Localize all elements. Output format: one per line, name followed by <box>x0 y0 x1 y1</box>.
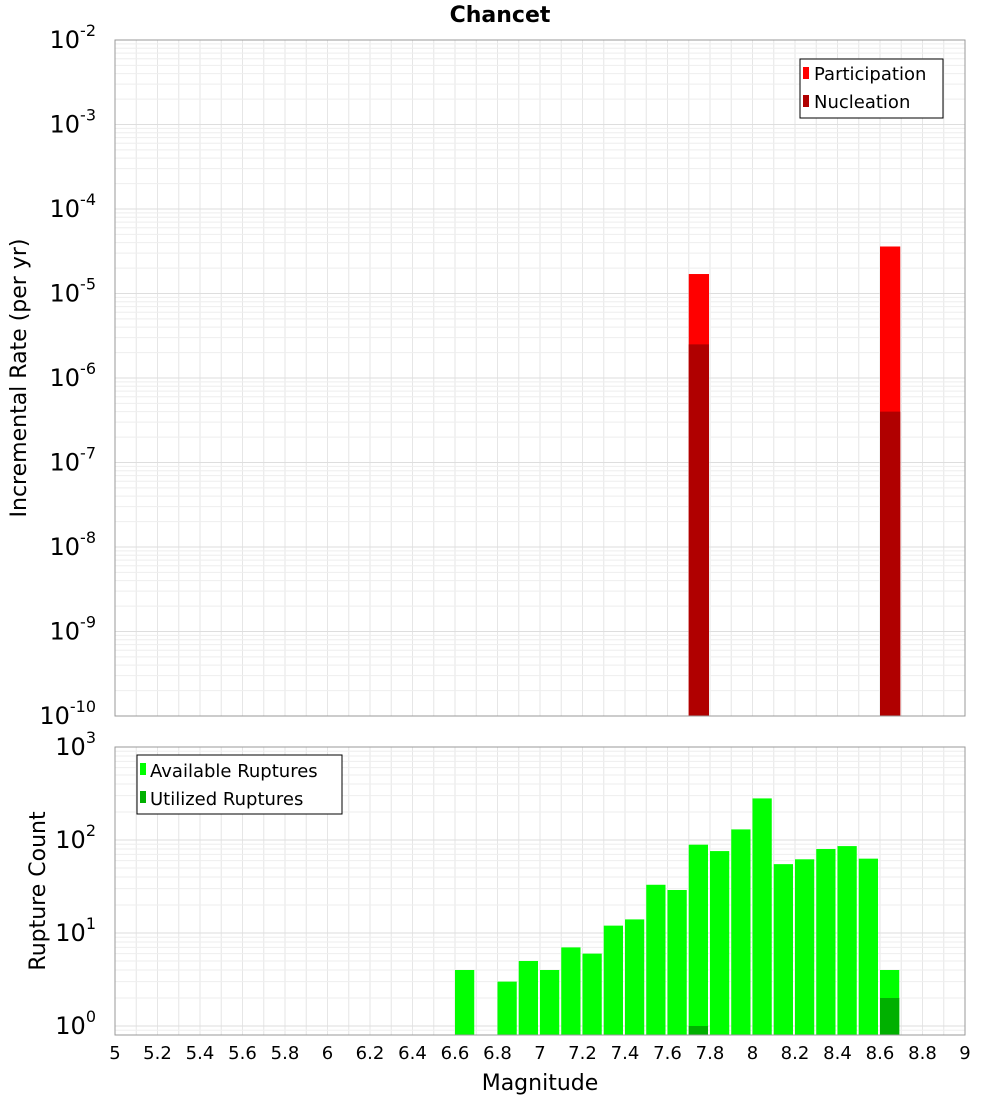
bar-available-ruptures-7.05 <box>540 969 560 1035</box>
top-legend-box <box>799 58 944 119</box>
bottom-legend-box <box>136 754 343 815</box>
legend-swatch-participation <box>803 67 809 79</box>
bottom-y-tick-label: 100 <box>55 1007 96 1040</box>
x-tick-label: 7.2 <box>568 1043 597 1064</box>
x-tick-label: 8.2 <box>781 1043 810 1064</box>
top-bars <box>688 246 901 716</box>
bottom-legend: Available Ruptures Utilized Ruptures <box>136 754 343 815</box>
bar-available-ruptures-8.15 <box>773 864 793 1035</box>
top-y-tick-label: 10-5 <box>50 275 97 308</box>
legend-label-utilized: Utilized Ruptures <box>150 789 303 810</box>
bottom-bars <box>455 798 900 1035</box>
x-tick-label: 5 <box>109 1043 120 1064</box>
bar-available-ruptures-7.95 <box>731 829 751 1035</box>
x-tick-label: 6.4 <box>398 1043 427 1064</box>
top-y-tick-label: 10-2 <box>50 21 97 54</box>
top-gridlines <box>114 39 966 717</box>
bar-nucleation-7.75 <box>688 344 709 716</box>
bar-available-ruptures-7.35 <box>603 925 623 1035</box>
legend-swatch-utilized <box>140 791 146 803</box>
bar-available-ruptures-8.55 <box>858 858 878 1035</box>
top-y-tick-labels: 10-10 10-9 10-8 10-7 10-6 10-5 10-4 10-3 10-2 <box>39 21 96 730</box>
bar-nucleation-8.65 <box>880 411 901 716</box>
x-tick-label: 7.6 <box>653 1043 682 1064</box>
x-tick-label: 5.2 <box>143 1043 172 1064</box>
bar-available-ruptures-8.05 <box>752 798 772 1035</box>
bar-utilized-ruptures-8.65 <box>880 997 900 1035</box>
x-tick-label: 9 <box>959 1043 970 1064</box>
top-y-tick-label: 10-3 <box>50 106 97 139</box>
x-tick-label: 7.8 <box>696 1043 725 1064</box>
x-tick-label: 6 <box>322 1043 333 1064</box>
bar-available-ruptures-6.95 <box>518 960 538 1035</box>
bottom-y-tick-labels: 100 101 102 103 <box>55 728 96 1040</box>
top-legend: Participation Nucleation <box>799 58 944 119</box>
bottom-y-tick-label: 102 <box>55 821 96 854</box>
bottom-y-axis-label: Rupture Count <box>26 811 51 971</box>
bar-available-ruptures-8.35 <box>816 849 836 1035</box>
top-y-tick-label: 10-7 <box>50 444 97 477</box>
legend-label-available: Available Ruptures <box>150 761 318 782</box>
bar-utilized-ruptures-7.75 <box>688 1025 708 1035</box>
x-tick-labels: 5 5.2 5.4 5.6 5.8 6 6.2 6.4 6.6 6.8 7 7.2 7.4 7.6 7.8 8… <box>109 1043 970 1064</box>
bottom-plot-border <box>114 746 966 1036</box>
top-y-tick-label: 10-8 <box>50 528 97 561</box>
bottom-y-tick-label: 103 <box>55 728 96 761</box>
bar-available-ruptures-8.45 <box>837 846 857 1035</box>
x-tick-label: 6.8 <box>483 1043 512 1064</box>
top-y-tick-label: 10-10 <box>39 697 96 730</box>
bar-available-ruptures-7.15 <box>561 947 581 1035</box>
bar-available-ruptures-7.25 <box>582 953 602 1035</box>
bar-available-ruptures-7.85 <box>710 851 730 1035</box>
bar-available-ruptures-7.65 <box>667 889 687 1035</box>
top-y-axis-label: Incremental Rate (per yr) <box>7 239 32 518</box>
top-y-tick-label: 10-9 <box>50 613 97 646</box>
legend-swatch-available <box>140 763 146 775</box>
chart-title: Chancet <box>450 3 551 28</box>
x-tick-label: 8.4 <box>823 1043 852 1064</box>
legend-label-nucleation: Nucleation <box>814 92 910 113</box>
x-tick-label: 7.4 <box>611 1043 640 1064</box>
bottom-y-tick-label: 101 <box>55 914 96 947</box>
x-tick-label: 7 <box>534 1043 545 1064</box>
top-panel: 10-10 10-9 10-8 10-7 10-6 10-5 10-4 10-3 10-2 In… <box>7 21 966 730</box>
x-tick-label: 6.6 <box>441 1043 470 1064</box>
bar-available-ruptures-7.75 <box>688 844 708 1035</box>
x-tick-label: 8.8 <box>908 1043 937 1064</box>
bar-available-ruptures-7.45 <box>625 919 645 1035</box>
x-tick-label: 8 <box>747 1043 758 1064</box>
top-y-tick-label: 10-4 <box>50 190 97 223</box>
x-tick-label: 5.8 <box>271 1043 300 1064</box>
x-tick-label: 8.6 <box>866 1043 895 1064</box>
bar-available-ruptures-6.85 <box>497 981 517 1035</box>
legend-swatch-nucleation <box>803 95 809 107</box>
legend-label-participation: Participation <box>814 64 926 85</box>
bar-available-ruptures-6.65 <box>455 969 475 1035</box>
x-axis-label: Magnitude <box>482 1071 599 1096</box>
bar-available-ruptures-8.25 <box>795 859 815 1035</box>
top-plot-border <box>114 39 966 717</box>
x-tick-label: 6.2 <box>356 1043 385 1064</box>
bottom-panel: 100 101 102 103 5 5.2 5.4 5.6 5.8 6 6.2 6.4 6.6 6.8 7… <box>26 728 971 1096</box>
top-y-tick-label: 10-6 <box>50 359 97 392</box>
x-tick-label: 5.4 <box>186 1043 215 1064</box>
x-tick-label: 5.6 <box>228 1043 257 1064</box>
bar-available-ruptures-7.55 <box>646 884 666 1035</box>
